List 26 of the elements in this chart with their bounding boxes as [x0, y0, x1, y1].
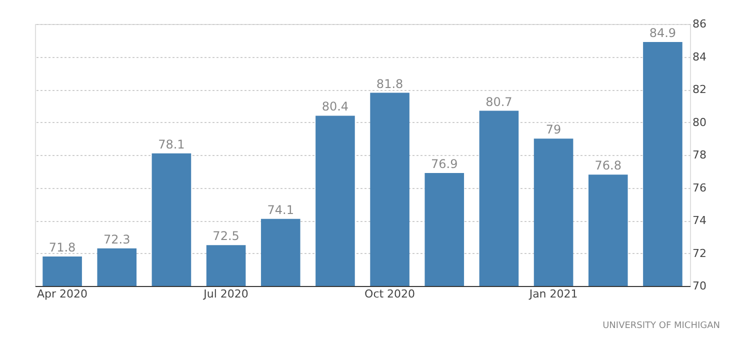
data-label: 84.9: [649, 26, 676, 40]
y-tick-label: 80: [692, 116, 706, 129]
data-label: 71.8: [48, 240, 76, 255]
data-label: 72.5: [212, 229, 240, 244]
y-tick-label: 72: [692, 246, 706, 260]
text: UNIVERSITY OF MICHIGAN: [602, 321, 720, 331]
y-tick-label: 78: [692, 148, 706, 162]
data-label: 74.1: [267, 202, 294, 217]
y-tick-label: 84: [692, 50, 706, 64]
data-label: 72.3: [104, 232, 130, 246]
data-label: 78.1: [158, 137, 185, 152]
data-label: 76.9: [431, 157, 458, 172]
y-tick-label: 76: [692, 181, 706, 194]
x-tick-label: Jul 2020: [202, 288, 248, 300]
x-tick-label: Oct 2020: [364, 288, 416, 300]
y-tick-label: 70: [692, 280, 706, 292]
y-tick-label: 74: [692, 214, 706, 227]
y-tick-label: 82: [692, 83, 706, 96]
data-label: 79: [546, 122, 562, 137]
x-tick-label: Jan 2021: [528, 288, 578, 300]
data-label: 81.8: [376, 76, 404, 91]
y-tick-label: 86: [692, 18, 706, 30]
data-label: 76.8: [594, 158, 622, 173]
data-label: 80.4: [322, 100, 349, 114]
data-label: 80.7: [486, 94, 512, 109]
x-tick-label: Apr 2020: [37, 288, 88, 300]
